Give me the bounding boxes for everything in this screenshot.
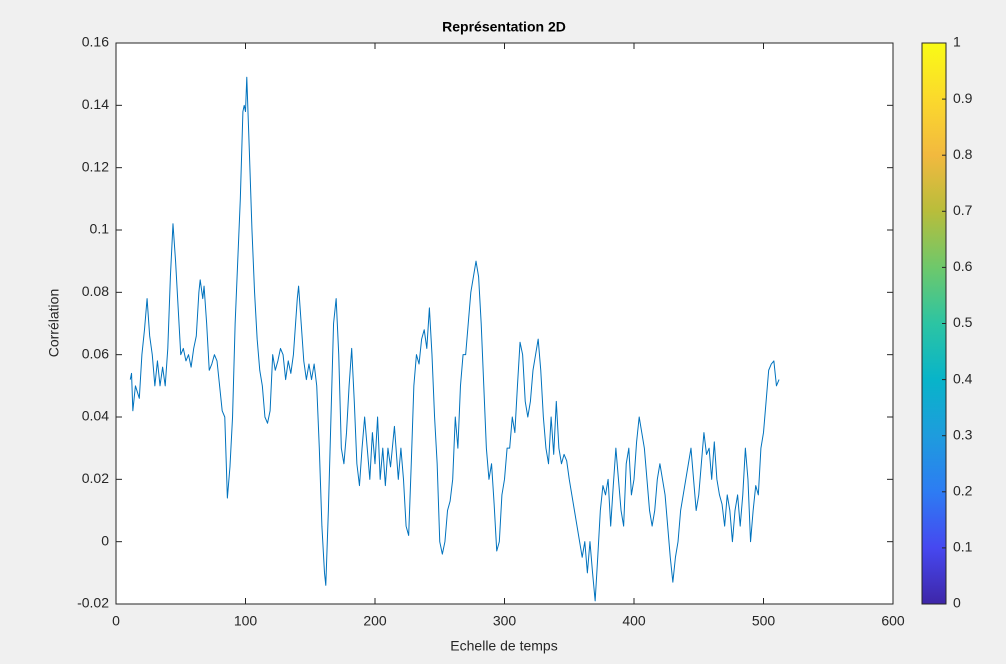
y-tick-label: 0.16 xyxy=(82,34,109,50)
colorbar-tick-label: 1 xyxy=(953,34,961,50)
x-tick-label: 200 xyxy=(363,613,387,629)
x-tick-label: 300 xyxy=(493,613,517,629)
x-tick-label: 400 xyxy=(622,613,646,629)
y-tick-label: 0 xyxy=(101,532,109,548)
colorbar-tick-label: 0.7 xyxy=(953,202,973,218)
y-axis-label: Corrélation xyxy=(46,289,62,357)
colorbar-tick-label: 0.4 xyxy=(953,370,973,386)
colorbar-tick-label: 0.8 xyxy=(953,146,973,162)
y-tick-label: 0.04 xyxy=(82,408,109,424)
y-tick-label: 0.06 xyxy=(82,345,109,361)
colorbar-tick-label: 0.2 xyxy=(953,483,973,499)
colorbar-tick-label: 0 xyxy=(953,595,961,611)
colorbar-tick-label: 0.1 xyxy=(953,539,973,555)
plot-area xyxy=(116,43,893,604)
colorbar-tick-label: 0.3 xyxy=(953,426,973,442)
y-tick-label: 0.12 xyxy=(82,158,109,174)
chart-title: Représentation 2D xyxy=(442,19,566,35)
colorbar-tick-label: 0.9 xyxy=(953,90,973,106)
colorbar-tick-label: 0.5 xyxy=(953,314,973,330)
y-tick-label: 0.08 xyxy=(82,283,109,299)
x-tick-label: 100 xyxy=(234,613,258,629)
x-axis-label: Echelle de temps xyxy=(450,638,557,654)
y-tick-label: -0.02 xyxy=(77,595,109,611)
x-tick-label: 500 xyxy=(752,613,776,629)
data-line xyxy=(129,76,780,602)
y-tick-label: 0.1 xyxy=(90,221,110,237)
y-tick-label: 0.14 xyxy=(82,96,109,112)
x-tick-label: 0 xyxy=(112,613,120,629)
y-tick-label: 0.02 xyxy=(82,470,109,486)
colorbar-tick-label: 0.6 xyxy=(953,258,973,274)
x-tick-label: 600 xyxy=(881,613,905,629)
